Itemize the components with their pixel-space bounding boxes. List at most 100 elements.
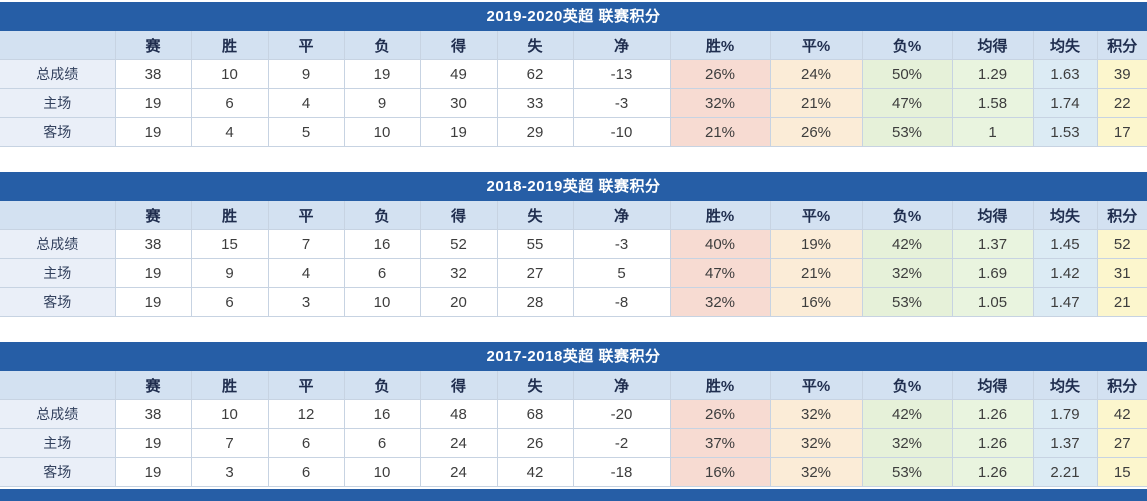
table-row-home: 主场 19 9 4 6 32 27 5 47% 21% 32% 1.69 1.4… <box>0 258 1147 288</box>
cell: 15 <box>190 229 269 259</box>
cell: 6 <box>190 287 269 317</box>
row-label: 总成绩 <box>0 229 116 259</box>
cell-points: 17 <box>1096 117 1147 147</box>
cell: 19 <box>343 59 421 89</box>
cell-win-pct: 37% <box>669 428 771 458</box>
league-table-2018-2019: 2018-2019英超 联赛积分 赛 胜 平 负 得 失 净 胜% 平% 负% … <box>0 172 1147 317</box>
header-cell-points: 积分 <box>1096 31 1147 60</box>
cell-loss-pct: 42% <box>861 399 953 429</box>
header-cell-avg-goals-against: 均失 <box>1032 201 1098 230</box>
cell: 5 <box>267 117 345 147</box>
header-cell-goals-against: 失 <box>496 201 574 230</box>
cell: 10 <box>343 287 421 317</box>
header-cell-losses: 负 <box>343 371 421 400</box>
cell: -18 <box>572 457 671 487</box>
cell: 3 <box>190 457 269 487</box>
cell: 42 <box>496 457 574 487</box>
cell-avg-goals-against: 1.42 <box>1032 258 1098 288</box>
table-title: 2018-2019英超 联赛积分 <box>0 172 1147 201</box>
cell-draw-pct: 32% <box>769 428 863 458</box>
cell-draw-pct: 16% <box>769 287 863 317</box>
cell: -20 <box>572 399 671 429</box>
cell-points: 42 <box>1096 399 1147 429</box>
cell-points: 39 <box>1096 59 1147 89</box>
header-cell-goals-for: 得 <box>419 371 498 400</box>
cell-win-pct: 47% <box>669 258 771 288</box>
cell: 19 <box>419 117 498 147</box>
cell-avg-goals-for: 1.58 <box>951 88 1034 118</box>
table-row-home: 主场 19 7 6 6 24 26 -2 37% 32% 32% 1.26 1.… <box>0 428 1147 458</box>
cell: 3 <box>267 287 345 317</box>
header-cell-wins: 胜 <box>190 201 269 230</box>
header-cell-draws: 平 <box>267 371 345 400</box>
header-cell-points: 积分 <box>1096 201 1147 230</box>
header-cell-goals-for: 得 <box>419 201 498 230</box>
cell-loss-pct: 53% <box>861 287 953 317</box>
header-cell-losses: 负 <box>343 201 421 230</box>
table-row-away: 客场 19 3 6 10 24 42 -18 16% 32% 53% 1.26 … <box>0 457 1147 487</box>
header-cell-draw-pct: 平% <box>769 31 863 60</box>
cell-avg-goals-for: 1.37 <box>951 229 1034 259</box>
cell: 19 <box>114 287 192 317</box>
cell: 19 <box>114 428 192 458</box>
cell: 38 <box>114 229 192 259</box>
header-cell-win-pct: 胜% <box>669 31 771 60</box>
header-cell-draws: 平 <box>267 31 345 60</box>
header-cell-loss-pct: 负% <box>861 371 953 400</box>
header-row: 赛 胜 平 负 得 失 净 胜% 平% 负% 均得 均失 积分 <box>0 31 1147 60</box>
cell: 6 <box>267 457 345 487</box>
cell: -10 <box>572 117 671 147</box>
stats-table: 赛 胜 平 负 得 失 净 胜% 平% 负% 均得 均失 积分 总成绩 38 1… <box>0 31 1147 147</box>
header-cell-goal-diff: 净 <box>572 201 671 230</box>
cell-points: 52 <box>1096 229 1147 259</box>
row-label: 客场 <box>0 287 116 317</box>
cell: 52 <box>419 229 498 259</box>
cell: 24 <box>419 457 498 487</box>
stats-table: 赛 胜 平 负 得 失 净 胜% 平% 负% 均得 均失 积分 总成绩 38 1… <box>0 371 1147 487</box>
cell: 9 <box>190 258 269 288</box>
header-cell-avg-goals-for: 均得 <box>951 201 1034 230</box>
cell: 38 <box>114 399 192 429</box>
stats-table: 赛 胜 平 负 得 失 净 胜% 平% 负% 均得 均失 积分 总成绩 38 1… <box>0 201 1147 317</box>
cell-draw-pct: 19% <box>769 229 863 259</box>
cell-points: 22 <box>1096 88 1147 118</box>
cell-avg-goals-against: 2.21 <box>1032 457 1098 487</box>
header-cell-wins: 胜 <box>190 31 269 60</box>
header-cell-played: 赛 <box>114 201 192 230</box>
header-cell-played: 赛 <box>114 31 192 60</box>
cell: 19 <box>114 258 192 288</box>
cell-loss-pct: 47% <box>861 88 953 118</box>
cell: -3 <box>572 88 671 118</box>
cell-points: 27 <box>1096 428 1147 458</box>
cell-draw-pct: 26% <box>769 117 863 147</box>
cell-loss-pct: 32% <box>861 428 953 458</box>
cell-avg-goals-for: 1.05 <box>951 287 1034 317</box>
table-row-total: 总成绩 38 15 7 16 52 55 -3 40% 19% 42% 1.37… <box>0 229 1147 259</box>
cell-loss-pct: 53% <box>861 457 953 487</box>
cell-avg-goals-for: 1.26 <box>951 428 1034 458</box>
cell-loss-pct: 42% <box>861 229 953 259</box>
cell-win-pct: 21% <box>669 117 771 147</box>
cell-draw-pct: 21% <box>769 258 863 288</box>
cell: 62 <box>496 59 574 89</box>
table-row-home: 主场 19 6 4 9 30 33 -3 32% 21% 47% 1.58 1.… <box>0 88 1147 118</box>
cell-avg-goals-against: 1.47 <box>1032 287 1098 317</box>
row-label: 客场 <box>0 117 116 147</box>
header-cell-avg-goals-against: 均失 <box>1032 371 1098 400</box>
header-cell-avg-goals-for: 均得 <box>951 371 1034 400</box>
cell: 38 <box>114 59 192 89</box>
header-cell-avg-goals-against: 均失 <box>1032 31 1098 60</box>
header-cell-blank <box>0 371 116 400</box>
table-title: 2017-2018英超 联赛积分 <box>0 342 1147 371</box>
table-row-away: 客场 19 4 5 10 19 29 -10 21% 26% 53% 1 1.5… <box>0 117 1147 147</box>
cell-points: 15 <box>1096 457 1147 487</box>
cell: 5 <box>572 258 671 288</box>
cell: 27 <box>496 258 574 288</box>
cell-win-pct: 32% <box>669 88 771 118</box>
cell-avg-goals-for: 1.29 <box>951 59 1034 89</box>
cell-loss-pct: 50% <box>861 59 953 89</box>
cell: -13 <box>572 59 671 89</box>
cell: 10 <box>343 117 421 147</box>
cell: -3 <box>572 229 671 259</box>
cell-avg-goals-against: 1.37 <box>1032 428 1098 458</box>
